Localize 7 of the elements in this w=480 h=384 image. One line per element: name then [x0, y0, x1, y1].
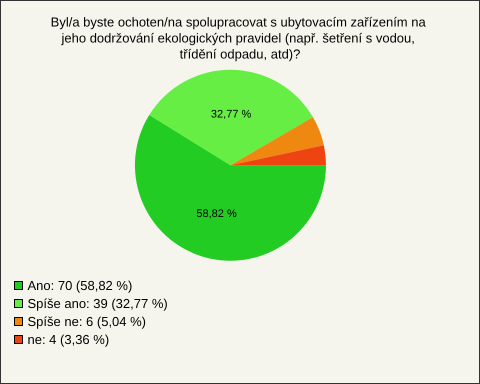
data-label: 32,77 % [210, 108, 252, 121]
data-label: 58,82 % [196, 208, 237, 220]
legend-label: ne: 4 (3,36 %) [28, 332, 110, 347]
legend-label: Spíše ano: 39 (32,77 %) [28, 296, 168, 311]
legend-label: Spíše ne: 6 (5,04 %) [28, 314, 146, 329]
chart-title: Byl/a byste ochoten/na spolupracovat s ubytovacím zařízením na jeho dodržování ekologických pravidel (např. šetření s vodou, třídění odpadu, atd)? [50, 14, 430, 62]
legend-label: Ano: 70 (58,82 %) [28, 278, 132, 293]
